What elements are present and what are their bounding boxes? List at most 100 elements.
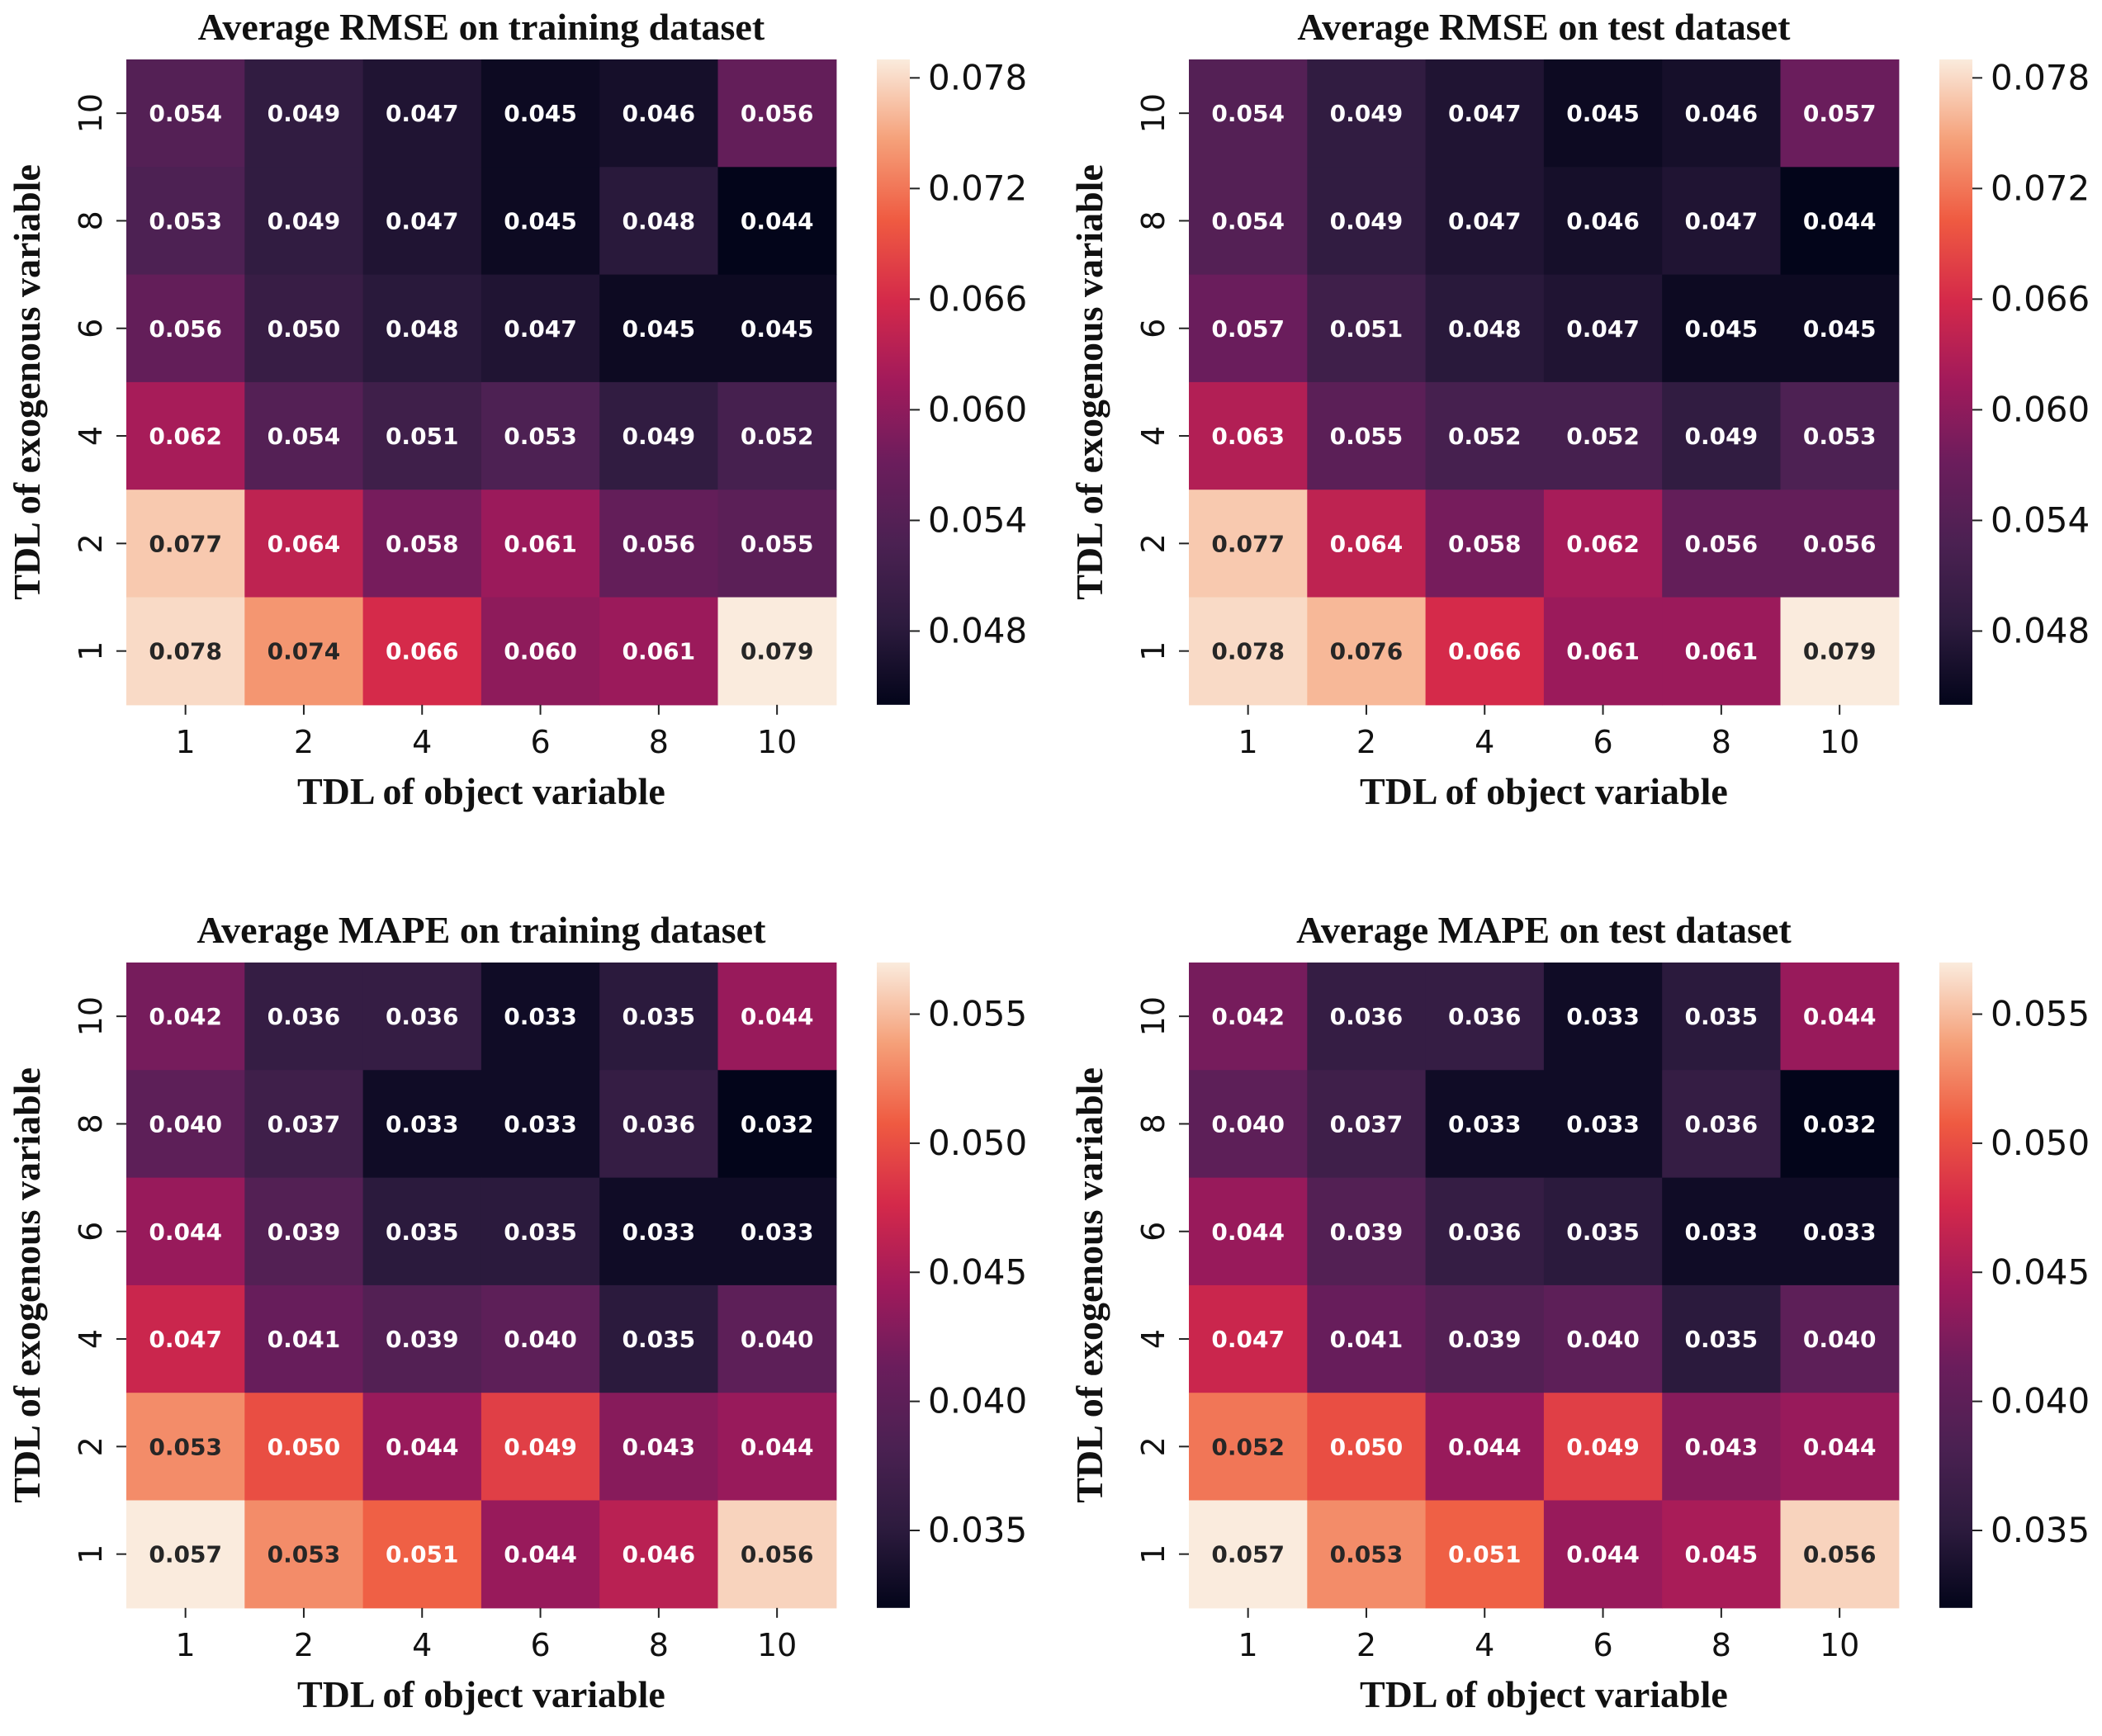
heatmap-cell — [481, 963, 600, 1071]
x-tick-label: 10 — [1820, 1627, 1859, 1663]
y-tick-label: 10 — [1135, 93, 1172, 133]
heatmap-cell — [1780, 597, 1900, 706]
heatmap-cell — [1780, 1284, 1900, 1393]
cell-value-label: 0.044 — [741, 1003, 814, 1030]
y-axis-label: TDL of exogenous variable — [1068, 164, 1110, 600]
heatmap-cell — [481, 1070, 600, 1179]
x-tick-label: 2 — [294, 1627, 314, 1663]
y-tick-label: 2 — [73, 1436, 109, 1456]
cell-value-label: 0.033 — [1566, 1110, 1640, 1138]
cell-value-label: 0.058 — [386, 530, 459, 557]
cell-value-label: 0.046 — [623, 100, 696, 127]
colorbar-tick-label: 0.055 — [1991, 994, 2090, 1034]
heatmap-cell — [126, 963, 245, 1071]
colorbar-tick-label: 0.078 — [1991, 57, 2090, 97]
cell-value-label: 0.033 — [741, 1218, 814, 1246]
chart-title: Average RMSE on training dataset — [198, 6, 765, 48]
y-axis-label: TDL of exogenous variable — [6, 1067, 48, 1503]
cell-value-label: 0.053 — [149, 207, 222, 234]
heatmap-cell — [244, 167, 364, 276]
cell-value-label: 0.053 — [267, 1541, 341, 1568]
heatmap-cell — [1662, 597, 1782, 706]
cell-value-label: 0.045 — [1566, 100, 1640, 127]
cell-value-label: 0.047 — [1211, 1326, 1285, 1353]
heatmap-cell — [126, 1177, 245, 1286]
cell-value-label: 0.049 — [623, 423, 696, 450]
heatmap-cell — [1307, 490, 1427, 598]
colorbar-tick-label: 0.035 — [928, 1510, 1027, 1550]
heatmap-cell — [244, 59, 364, 168]
heatmap-cell — [1425, 59, 1545, 168]
y-tick-label: 1 — [73, 641, 109, 661]
colorbar-tick-label: 0.072 — [1991, 168, 2090, 208]
heatmap-cell — [1307, 167, 1427, 276]
y-tick-label: 6 — [73, 319, 109, 338]
heatmap-cell — [362, 1393, 482, 1502]
heatmap-cell — [1307, 381, 1427, 490]
cell-value-label: 0.045 — [1685, 1541, 1759, 1568]
heatmap-cell — [1780, 1393, 1900, 1502]
cell-value-label: 0.040 — [1211, 1110, 1285, 1138]
cell-value-label: 0.053 — [504, 423, 577, 450]
heatmap-cell — [1662, 1177, 1782, 1286]
cell-value-label: 0.061 — [1566, 638, 1640, 665]
heatmap-cell — [1307, 1177, 1427, 1286]
cell-value-label: 0.056 — [623, 530, 696, 557]
heatmap-cell — [717, 381, 837, 490]
x-tick-label: 2 — [1356, 724, 1376, 760]
cell-value-label: 0.035 — [1566, 1218, 1640, 1246]
heatmap-cell — [1425, 1500, 1545, 1609]
heatmap-cell — [717, 1393, 837, 1502]
colorbar-tick-label: 0.048 — [1991, 610, 2090, 650]
heatmap-cell — [1780, 490, 1900, 598]
cell-value-label: 0.047 — [386, 207, 459, 234]
colorbar — [1939, 59, 1972, 705]
y-tick-label: 1 — [1135, 641, 1172, 661]
cell-value-label: 0.035 — [1685, 1003, 1759, 1030]
colorbar-tick-label: 0.060 — [1991, 389, 2090, 429]
cell-value-label: 0.049 — [504, 1433, 577, 1460]
heatmap-cell — [717, 167, 837, 276]
heatmap-cell — [1662, 167, 1782, 276]
heatmap-cell — [1425, 1393, 1545, 1502]
heatmap-cell — [362, 963, 482, 1071]
cell-value-label: 0.044 — [149, 1218, 222, 1246]
cell-value-label: 0.063 — [1211, 423, 1285, 450]
heatmap-cell — [1189, 1393, 1308, 1502]
cell-value-label: 0.054 — [149, 100, 222, 127]
heatmap-cell — [244, 274, 364, 383]
heatmap-cell — [1189, 490, 1308, 598]
x-tick-label: 8 — [1711, 724, 1731, 760]
cell-value-label: 0.062 — [149, 423, 222, 450]
cell-value-label: 0.036 — [1448, 1218, 1522, 1246]
heatmap-cell — [126, 59, 245, 168]
cell-value-label: 0.039 — [1448, 1326, 1522, 1353]
heatmap-cell — [362, 274, 482, 383]
heatmap-cell — [1662, 59, 1782, 168]
heatmap-cell — [717, 490, 837, 598]
heatmap-cell — [1425, 963, 1545, 1071]
y-axis-label: TDL of exogenous variable — [1068, 1067, 1110, 1503]
heatmap-cell — [1662, 1500, 1782, 1609]
cell-value-label: 0.074 — [267, 638, 341, 665]
cell-value-label: 0.053 — [149, 1433, 222, 1460]
chart-title: Average MAPE on test dataset — [1296, 909, 1792, 951]
cell-value-label: 0.043 — [623, 1433, 696, 1460]
cell-value-label: 0.044 — [741, 1433, 814, 1460]
heatmap-cell — [1780, 1500, 1900, 1609]
cell-value-label: 0.036 — [623, 1110, 696, 1138]
cell-value-label: 0.052 — [741, 423, 814, 450]
y-tick-label: 6 — [73, 1222, 109, 1242]
x-tick-label: 4 — [1475, 724, 1494, 760]
cell-value-label: 0.035 — [1685, 1326, 1759, 1353]
cell-value-label: 0.049 — [1566, 1433, 1640, 1460]
cell-value-label: 0.045 — [1803, 315, 1877, 343]
colorbar-tick-label: 0.040 — [928, 1381, 1027, 1421]
heatmap-cell — [599, 1500, 719, 1609]
heatmap-cell — [1543, 59, 1663, 168]
heatmap-cell — [717, 274, 837, 383]
x-tick-label: 2 — [294, 724, 314, 760]
cell-value-label: 0.066 — [1448, 638, 1522, 665]
x-tick-label: 1 — [1238, 724, 1258, 760]
cell-value-label: 0.035 — [504, 1218, 577, 1246]
